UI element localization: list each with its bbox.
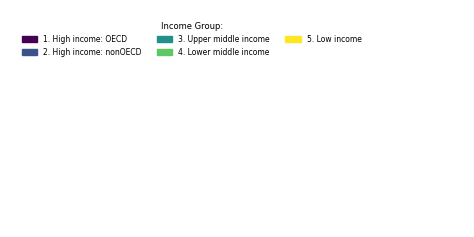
Legend: 1. High income: OECD, 2. High income: nonOECD, 3. Upper middle income, 4. Lower : 1. High income: OECD, 2. High income: no… (19, 19, 365, 59)
